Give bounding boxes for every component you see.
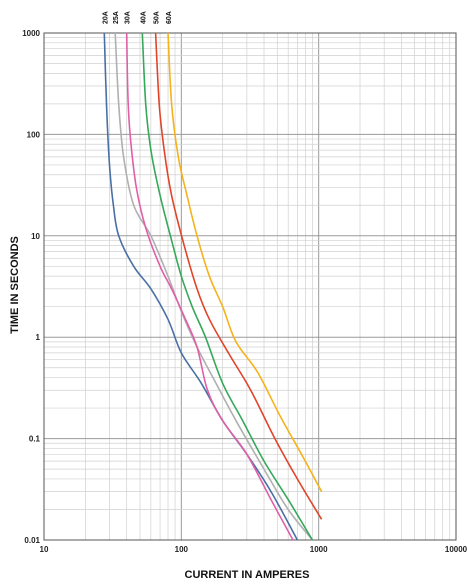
x-axis-title: CURRENT IN AMPERES xyxy=(185,569,310,581)
curves xyxy=(103,32,323,541)
series-label-30a: 30A xyxy=(125,11,132,24)
y-tick-label: 100 xyxy=(27,130,41,139)
series-label-40a: 40A xyxy=(140,11,147,24)
series-label-25a: 25A xyxy=(113,11,120,24)
series-label-60a: 60A xyxy=(166,11,173,24)
series-line-20a xyxy=(103,32,299,541)
x-tick-label: 100 xyxy=(175,545,189,554)
series-line-40a xyxy=(141,32,314,541)
series-line-60a xyxy=(167,32,323,492)
x-tick-label: 10000 xyxy=(445,545,467,554)
y-tick-label: 0.1 xyxy=(29,435,41,444)
y-tick-label: 10 xyxy=(31,232,40,241)
grid xyxy=(43,32,457,541)
plot-frame xyxy=(43,32,457,541)
series-line-50a xyxy=(154,32,323,520)
y-tick-label: 1 xyxy=(36,333,41,342)
series-label-20a: 20A xyxy=(102,11,109,24)
x-tick-label: 1000 xyxy=(310,545,328,554)
y-tick-label: 1000 xyxy=(22,29,40,38)
series-label-50a: 50A xyxy=(154,11,161,24)
series-labels: 20A 25A 30A 40A 50A 60A xyxy=(102,11,173,24)
series-line-30a xyxy=(125,32,294,541)
x-tick-label: 10 xyxy=(40,545,49,554)
y-axis-title: TIME IN SECONDS xyxy=(9,236,21,334)
y-tick-label: 0.01 xyxy=(24,536,40,545)
tick-labels: 10 100 1000 10000 1000 100 10 1 0.1 0.01 xyxy=(22,29,467,554)
